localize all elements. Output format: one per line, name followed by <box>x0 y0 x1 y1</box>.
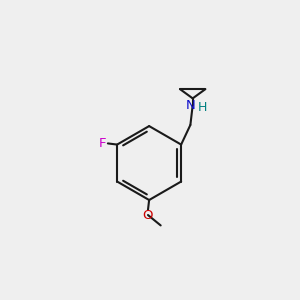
Text: F: F <box>98 137 106 150</box>
Text: N: N <box>186 99 196 112</box>
Text: H: H <box>198 100 207 114</box>
Text: O: O <box>143 208 153 221</box>
